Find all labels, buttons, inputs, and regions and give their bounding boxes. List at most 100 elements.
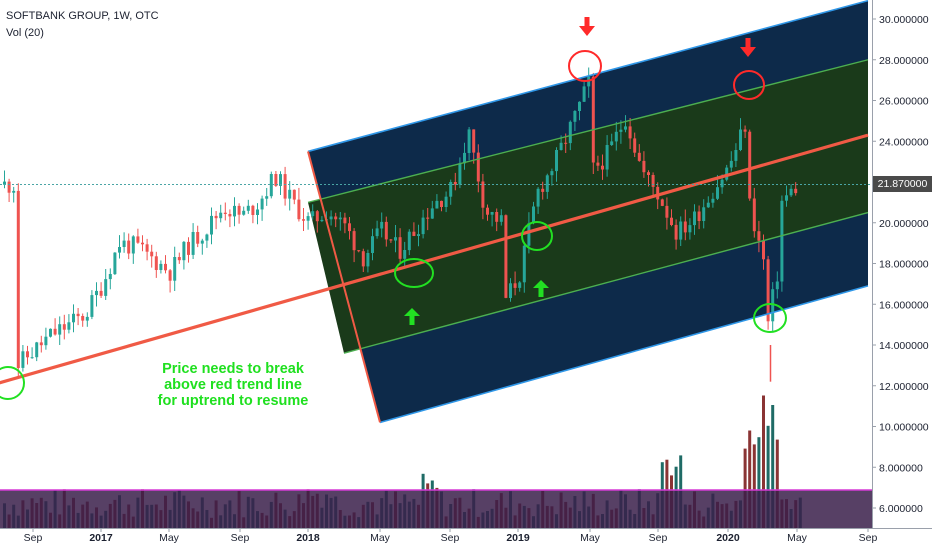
candle-body — [486, 207, 489, 215]
candle-body — [265, 196, 269, 199]
volume-bar — [775, 439, 779, 528]
marker-circle-green — [753, 303, 787, 333]
candle-body — [430, 208, 434, 219]
annotation-line: Price needs to break — [162, 361, 304, 377]
candle-body — [527, 223, 531, 246]
candle-body — [315, 211, 319, 222]
price-axis[interactable] — [872, 0, 932, 528]
candle-body — [104, 279, 108, 296]
candle-body — [573, 111, 577, 122]
x-tick-label: Sep — [441, 532, 460, 544]
candle-body — [481, 181, 485, 208]
candle-body — [642, 160, 646, 173]
candle-body — [412, 231, 416, 236]
candle-body — [3, 181, 6, 185]
candle-body — [637, 152, 641, 161]
candle-body — [44, 336, 48, 346]
candle-body — [168, 270, 172, 281]
candle-body — [601, 165, 604, 170]
candle-body — [522, 245, 526, 283]
candle-body — [550, 171, 554, 176]
candle-body — [472, 129, 476, 153]
candle-body — [269, 174, 273, 197]
candle-body — [16, 190, 20, 368]
arrow-up-icon — [533, 280, 549, 297]
marker-circle-red — [568, 50, 602, 82]
marker-circle-red — [733, 70, 765, 100]
candle-body — [127, 240, 131, 254]
candle-body — [628, 126, 632, 139]
x-tick-label: 2019 — [506, 532, 530, 544]
time-axis[interactable] — [0, 528, 932, 550]
y-tick-label: 24.000000 — [879, 136, 929, 148]
candle-body — [219, 212, 223, 219]
volume-bar — [766, 425, 770, 528]
candle-body — [693, 211, 696, 226]
candle-body — [651, 175, 655, 187]
candle-body — [398, 237, 402, 259]
candle-body — [789, 188, 793, 196]
channel-inner-lower-line — [343, 211, 869, 354]
last-price-tag: 21.870000 — [873, 176, 932, 192]
candle-body — [122, 240, 126, 247]
x-tick-label: Sep — [859, 532, 878, 544]
y-tick-label: 6.000000 — [879, 503, 923, 515]
x-tick-label: May — [159, 532, 180, 544]
candle-body — [81, 316, 85, 321]
candle-body — [361, 251, 365, 267]
candle-body — [582, 86, 586, 102]
candle-body — [274, 174, 278, 186]
chart-symbol-title: SOFTBANK GROUP, 1W, OTC — [6, 10, 159, 22]
candle-body — [702, 207, 706, 221]
candle-body — [173, 257, 177, 281]
x-tick-label: May — [370, 532, 391, 544]
volume-bar — [752, 444, 756, 528]
candle-body — [210, 215, 213, 235]
candle-body — [495, 212, 499, 222]
candle-body — [357, 250, 361, 252]
candle-body — [619, 129, 623, 132]
x-tick-label: Sep — [24, 532, 43, 544]
candle-body — [242, 210, 246, 215]
candle-body — [679, 221, 683, 240]
annotation-line: above red trend line — [164, 377, 302, 393]
candle-body — [775, 281, 779, 290]
marker-circle-green — [0, 366, 25, 400]
volume-bar — [762, 395, 765, 528]
candle-body — [30, 357, 34, 359]
candle-body — [504, 215, 508, 298]
candle-body — [343, 217, 347, 224]
candle-body — [136, 236, 140, 243]
y-tick-label: 14.000000 — [879, 340, 929, 352]
candle-body — [251, 205, 255, 215]
candle-body — [555, 150, 558, 172]
y-tick-label: 26.000000 — [879, 96, 929, 108]
volume-bar — [771, 405, 775, 528]
candle-body — [536, 188, 540, 207]
candle-body — [26, 351, 29, 358]
candle-body — [697, 211, 701, 221]
candle-body — [90, 295, 94, 317]
candle-body — [748, 131, 752, 199]
candle-body — [449, 182, 453, 197]
candle-body — [352, 231, 356, 251]
candle-body — [67, 322, 71, 330]
candle-body — [85, 316, 89, 321]
pitchfork-handle-line — [307, 151, 381, 423]
candle-body — [283, 174, 287, 199]
candle-body — [476, 152, 480, 182]
volume-bar — [748, 430, 752, 528]
y-tick-label: 12.000000 — [879, 381, 929, 393]
candle-body — [444, 196, 448, 207]
candle-body — [288, 189, 292, 199]
candle-body — [348, 223, 351, 232]
candle-body — [62, 324, 66, 330]
candle-body — [453, 182, 457, 185]
candle-body — [223, 212, 227, 214]
x-tick-label: 2018 — [296, 532, 320, 544]
candle-body — [711, 198, 715, 203]
candle-body — [384, 221, 388, 240]
candle-body — [541, 188, 545, 192]
candle-body — [302, 219, 305, 221]
